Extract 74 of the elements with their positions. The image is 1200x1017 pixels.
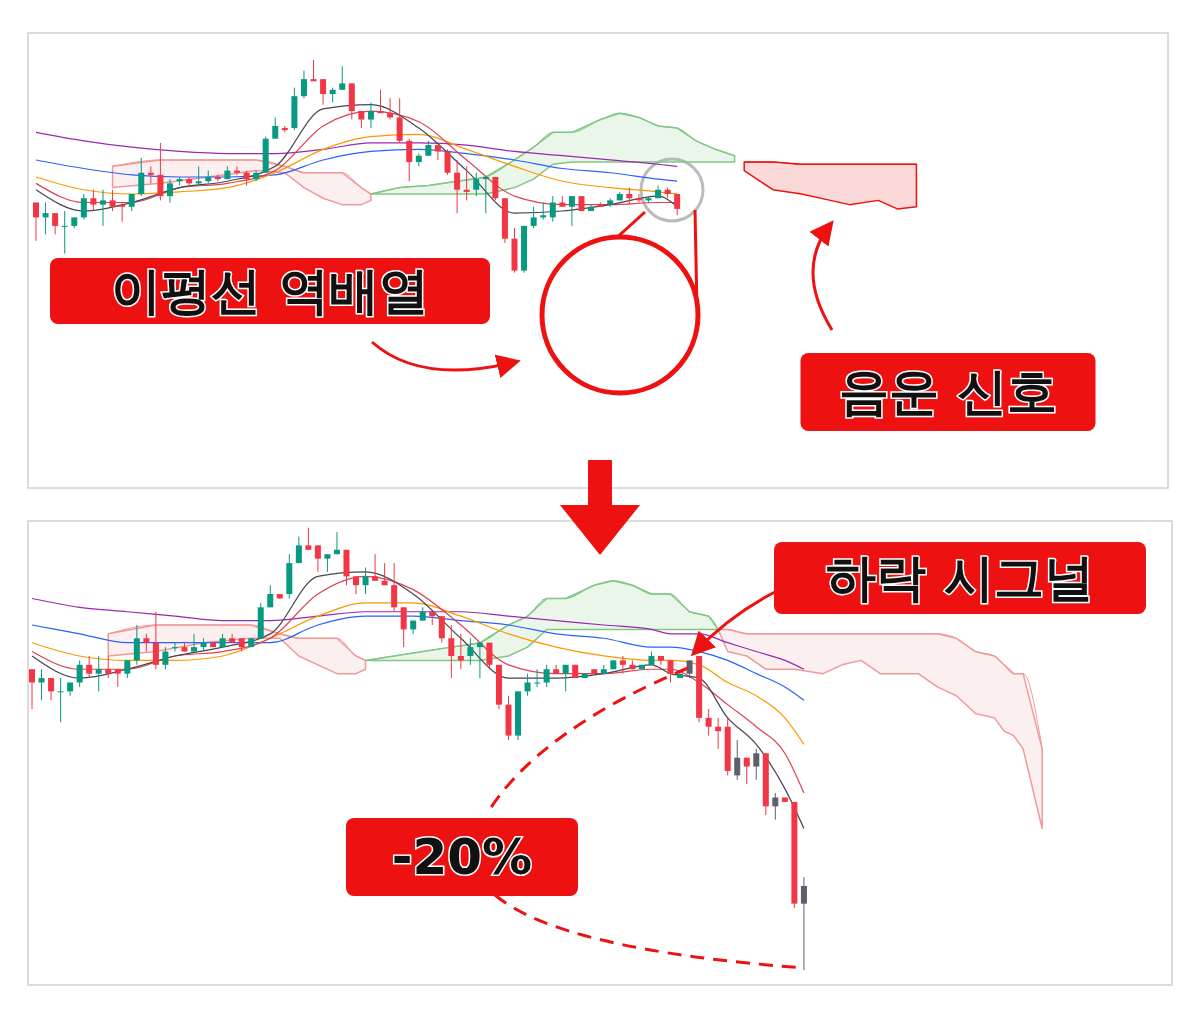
candlestick: [195, 165, 202, 186]
candlestick: [295, 536, 302, 564]
candlestick: [272, 116, 279, 140]
candlestick: [99, 189, 106, 227]
candlestick: [454, 159, 461, 214]
candlestick: [362, 567, 369, 595]
candlestick: [353, 575, 360, 595]
candlestick: [772, 792, 779, 821]
candlestick: [33, 202, 39, 242]
candlestick: [86, 655, 93, 679]
annotation: -20%: [391, 828, 533, 886]
candlestick: [753, 748, 760, 781]
candlestick: [38, 668, 45, 701]
candlestick: [76, 659, 83, 688]
candlestick: [524, 673, 531, 697]
candlestick: [90, 189, 97, 212]
candlestick: [372, 553, 379, 582]
candlestick: [57, 677, 64, 723]
candlestick: [339, 65, 346, 91]
candlestick: [482, 176, 489, 214]
candlestick: [549, 195, 556, 223]
candlestick: [42, 202, 49, 235]
candlestick: [166, 178, 173, 204]
candlestick: [157, 142, 164, 201]
candlestick: [61, 210, 68, 255]
candlestick: [543, 664, 550, 688]
candlestick: [434, 144, 441, 161]
candlestick: [162, 646, 169, 670]
candlestick: [467, 637, 474, 666]
candlestick: [406, 138, 413, 182]
candlestick: [95, 655, 102, 692]
candlestick: [152, 611, 159, 670]
candlestick: [400, 606, 407, 648]
candlestick: [305, 527, 312, 551]
candlestick: [396, 97, 403, 144]
candlestick: [473, 172, 480, 197]
candlestick: [800, 876, 807, 971]
candlestick: [367, 102, 374, 129]
candlestick: [300, 70, 307, 99]
candlestick: [530, 206, 537, 229]
annotation: 이평선 역배열: [111, 262, 429, 320]
candlestick: [52, 212, 59, 235]
candlestick: [486, 642, 493, 670]
candlestick: [667, 659, 674, 684]
candlestick: [133, 624, 140, 666]
candlestick: [438, 615, 445, 644]
candlestick: [444, 148, 451, 176]
candlestick: [80, 193, 87, 221]
candlestick: [105, 655, 112, 679]
candlestick: [109, 189, 116, 212]
candlestick: [448, 624, 455, 679]
candlestick: [463, 165, 470, 201]
annotation: 하락 시그널: [826, 549, 1094, 607]
candlestick: [119, 202, 126, 223]
candlestick: [191, 633, 198, 653]
candlestick: [674, 193, 681, 216]
candlestick: [562, 664, 569, 692]
candlestick: [568, 195, 575, 227]
text: 음운 신호: [839, 363, 1057, 421]
candlestick: [619, 655, 626, 675]
candlestick: [387, 97, 394, 121]
candlestick: [314, 544, 321, 573]
candlestick: [743, 757, 750, 785]
candlestick: [320, 78, 327, 106]
candlestick: [48, 677, 55, 701]
candlestick: [705, 708, 712, 737]
candlestick: [138, 157, 145, 197]
candlestick: [391, 562, 398, 613]
candlestick: [29, 668, 35, 710]
candlestick: [171, 642, 178, 653]
candlestick: [534, 668, 541, 688]
candlestick: [734, 739, 741, 781]
candlestick: [233, 165, 240, 176]
candlestick: [635, 193, 642, 204]
